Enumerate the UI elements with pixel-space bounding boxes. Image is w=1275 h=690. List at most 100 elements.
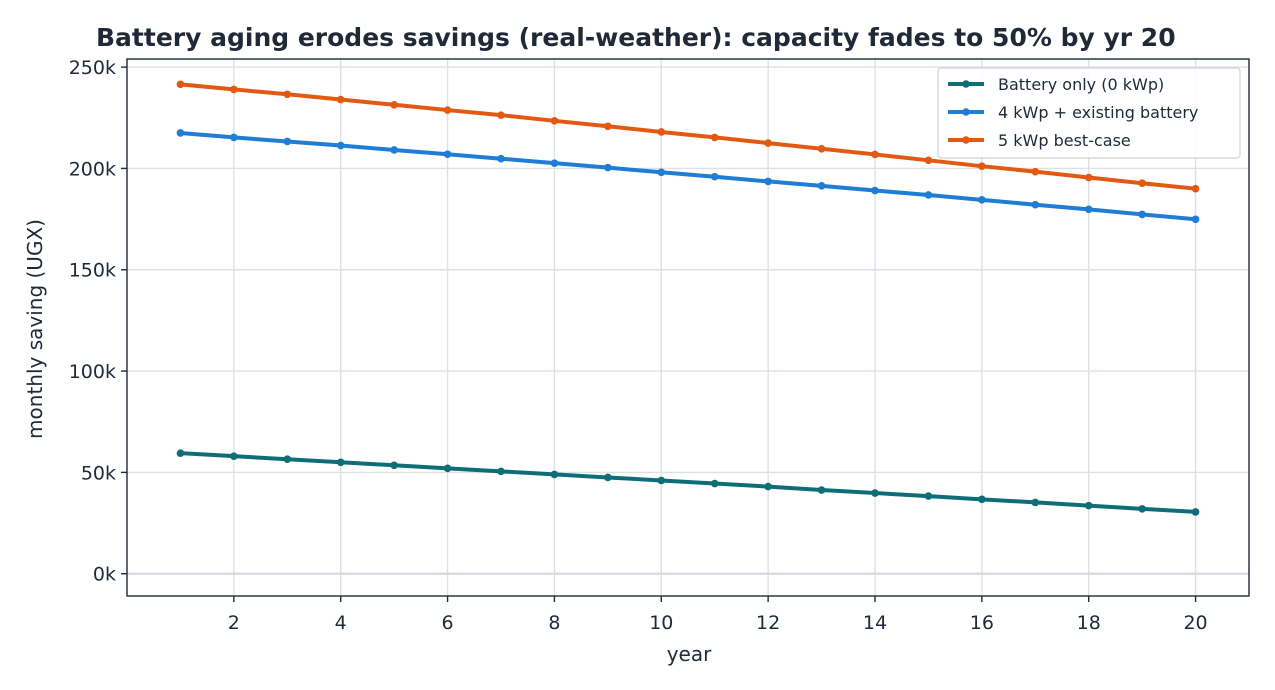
- data-point: [176, 80, 185, 89]
- y-tick-label: 200k: [69, 158, 116, 180]
- data-point: [1138, 505, 1146, 513]
- data-point: [764, 177, 772, 186]
- legend-item: Battery only (0 kWp): [948, 75, 1164, 94]
- chart-title: Battery aging erodes savings (real-weath…: [96, 23, 1176, 52]
- series-1: [176, 449, 1200, 516]
- y-tick-label: 100k: [69, 361, 116, 383]
- data-point: [283, 455, 292, 464]
- x-tick-label: 10: [649, 612, 673, 634]
- x-tick-label: 8: [548, 612, 560, 634]
- data-point: [1191, 184, 1200, 193]
- data-point: [230, 85, 238, 94]
- series-layer: [176, 80, 1200, 516]
- data-point: [764, 139, 772, 147]
- data-point: [604, 163, 612, 172]
- data-point: [176, 129, 185, 137]
- x-tick-label: 6: [442, 612, 454, 634]
- data-point: [1191, 215, 1200, 224]
- data-point: [657, 476, 666, 485]
- x-tick-label: 18: [1077, 612, 1101, 634]
- data-point: [817, 144, 826, 153]
- data-point: [1031, 200, 1040, 209]
- data-point: [1191, 508, 1200, 516]
- data-point: [390, 146, 398, 154]
- data-point: [710, 479, 719, 488]
- series-3: [176, 80, 1200, 193]
- legend-label: 5 kWp best-case: [998, 131, 1131, 150]
- data-point: [550, 117, 559, 125]
- y-tick-label: 50k: [81, 462, 116, 484]
- series-2: [176, 129, 1200, 224]
- data-point: [871, 489, 879, 497]
- data-point: [604, 122, 612, 131]
- data-point: [390, 461, 398, 470]
- data-point: [336, 141, 345, 150]
- data-point: [1031, 498, 1040, 507]
- series-line: [178, 130, 1198, 222]
- data-point: [1138, 210, 1146, 219]
- data-point: [978, 162, 986, 170]
- data-point: [924, 191, 933, 199]
- data-point: [176, 449, 185, 457]
- x-tick-label: 4: [335, 612, 347, 634]
- x-tick-label: 14: [863, 612, 887, 634]
- data-point: [817, 182, 826, 190]
- data-point: [550, 159, 559, 167]
- legend-box: [937, 67, 1241, 159]
- legend-marker: [962, 80, 970, 88]
- data-point: [710, 133, 719, 142]
- data-point: [924, 492, 933, 500]
- data-point: [657, 168, 666, 177]
- x-axis-label: year: [667, 642, 712, 666]
- data-point: [283, 137, 292, 146]
- data-point: [657, 128, 666, 136]
- series-line: [178, 451, 1198, 514]
- legend-marker: [962, 108, 970, 116]
- plot-frame: [126, 58, 1250, 597]
- x-tick-label: 2: [228, 612, 240, 634]
- data-point: [1084, 205, 1093, 214]
- legend-item: 4 kWp + existing battery: [948, 103, 1198, 122]
- data-point: [1138, 179, 1146, 188]
- data-point: [550, 470, 559, 479]
- legend-label: Battery only (0 kWp): [998, 75, 1164, 94]
- legend-item: 5 kWp best-case: [948, 131, 1131, 150]
- x-tick-label: 12: [756, 612, 780, 634]
- legend-label: 4 kWp + existing battery: [998, 103, 1198, 122]
- data-point: [230, 133, 238, 142]
- legend: Battery only (0 kWp) 4 kWp + existing bat…: [937, 67, 1241, 159]
- data-point: [978, 495, 986, 504]
- data-point: [978, 196, 986, 204]
- y-tick-label: 250k: [69, 57, 116, 79]
- x-tick-label: 20: [1183, 612, 1207, 634]
- y-tick-label: 150k: [69, 260, 116, 282]
- y-tick-label: 0k: [93, 564, 116, 586]
- data-point: [283, 90, 292, 99]
- y-axis-label: monthly saving (UGX): [23, 219, 47, 439]
- data-point: [443, 464, 452, 473]
- data-point: [1084, 173, 1093, 182]
- data-point: [924, 156, 933, 165]
- x-tick-label: 16: [970, 612, 994, 634]
- data-point: [1031, 167, 1040, 176]
- data-point: [336, 458, 345, 467]
- data-point: [604, 473, 612, 482]
- data-point: [764, 482, 772, 491]
- data-point: [871, 186, 879, 195]
- data-point: [497, 154, 505, 163]
- data-point: [710, 172, 719, 181]
- data-point: [443, 106, 452, 114]
- data-point: [1084, 501, 1093, 510]
- series-line: [178, 82, 1198, 191]
- data-point: [871, 150, 879, 159]
- data-point: [497, 467, 505, 476]
- data-point: [497, 111, 505, 119]
- data-point: [443, 150, 452, 159]
- data-point: [336, 95, 345, 104]
- legend-marker: [962, 136, 970, 144]
- data-point: [390, 100, 398, 109]
- data-point: [817, 486, 826, 494]
- data-point: [230, 452, 238, 460]
